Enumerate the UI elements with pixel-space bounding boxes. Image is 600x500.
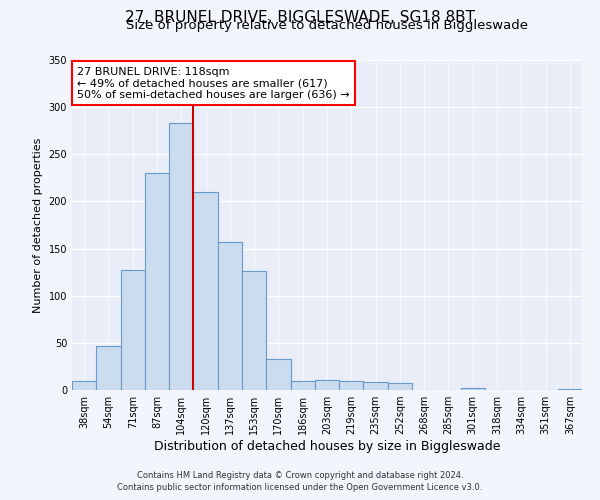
Text: Contains HM Land Registry data © Crown copyright and database right 2024.
Contai: Contains HM Land Registry data © Crown c… <box>118 471 482 492</box>
Bar <box>364 382 388 390</box>
Title: Size of property relative to detached houses in Biggleswade: Size of property relative to detached ho… <box>126 20 528 32</box>
Y-axis label: Number of detached properties: Number of detached properties <box>33 138 43 312</box>
Bar <box>96 346 121 390</box>
Text: 27, BRUNEL DRIVE, BIGGLESWADE, SG18 8BT: 27, BRUNEL DRIVE, BIGGLESWADE, SG18 8BT <box>125 10 475 25</box>
Text: 27 BRUNEL DRIVE: 118sqm
← 49% of detached houses are smaller (617)
50% of semi-d: 27 BRUNEL DRIVE: 118sqm ← 49% of detache… <box>77 66 350 100</box>
Bar <box>193 192 218 390</box>
Bar <box>315 380 339 390</box>
Bar <box>145 173 169 390</box>
X-axis label: Distribution of detached houses by size in Biggleswade: Distribution of detached houses by size … <box>154 440 500 453</box>
Bar <box>218 242 242 390</box>
Bar <box>290 380 315 390</box>
Bar <box>121 270 145 390</box>
Bar <box>72 380 96 390</box>
Bar <box>388 384 412 390</box>
Bar <box>339 380 364 390</box>
Bar <box>242 271 266 390</box>
Bar <box>169 123 193 390</box>
Bar <box>558 389 582 390</box>
Bar <box>461 388 485 390</box>
Bar <box>266 359 290 390</box>
